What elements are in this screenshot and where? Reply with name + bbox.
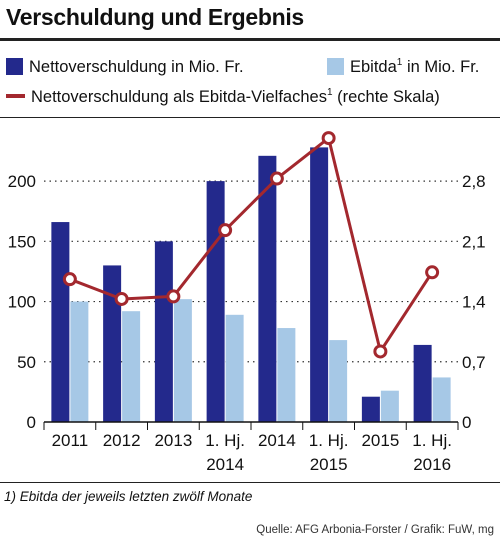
series-line-multiple (69, 136, 434, 353)
bar-ebitda (70, 301, 89, 422)
y-right-tick-label: 0 (462, 413, 471, 432)
bar-net-debt (310, 147, 329, 423)
chart-title: Verschuldung und Ergebnis (6, 4, 304, 30)
x-tick-label: 2016 (413, 455, 451, 474)
legend-multiple-footnote-mark: 1 (326, 87, 333, 98)
y-right-tick-label: 2,8 (462, 172, 486, 191)
bar-net-debt (361, 396, 380, 422)
bar-ebitda (380, 390, 399, 422)
legend-label-multiple: Nettoverschuldung als Ebitda-Vielfaches (31, 88, 327, 106)
legend-label-multiple-suffix: (rechte Skala) (332, 88, 440, 106)
source-credit: Quelle: AFG Arbonia-Forster / Grafik: Fu… (256, 524, 494, 536)
y-right-tick-label: 1,4 (462, 293, 486, 312)
bar-ebitda (225, 314, 244, 422)
legend-line-multiple (6, 94, 25, 98)
x-tick-label: 2014 (258, 431, 296, 450)
y-right-tick-label: 0,7 (462, 353, 486, 372)
legend-net-debt: Nettoverschuldung in Mio. Fr. (6, 58, 244, 77)
x-tick-label: 1. Hj. (309, 431, 349, 450)
y-left-tick-label: 100 (8, 293, 36, 312)
x-tick-label: 2012 (103, 431, 141, 450)
y-left-tick-label: 0 (27, 413, 36, 432)
point-multiple (269, 171, 284, 186)
point-multiple (425, 265, 440, 280)
bar-net-debt (413, 344, 432, 422)
footnote-rule (0, 482, 500, 483)
y-left-tick-label: 150 (8, 232, 36, 251)
bar-ebitda (173, 299, 192, 422)
x-tick-label: 2011 (52, 431, 89, 450)
point-multiple (166, 289, 181, 304)
point-multiple (321, 131, 336, 146)
y-left-tick-label: 50 (17, 353, 36, 372)
bar-net-debt (103, 265, 122, 422)
x-tick-label: 2013 (154, 431, 192, 450)
x-tick-label: 1. Hj. (412, 431, 452, 450)
point-multiple (373, 344, 388, 359)
x-tick-label: 2015 (361, 431, 399, 450)
bar-ebitda (329, 340, 348, 422)
legend-ebitda: Ebitda1 in Mio. Fr. (327, 58, 479, 77)
bar-ebitda (277, 328, 296, 422)
bar-net-debt (206, 181, 225, 422)
bar-ebitda (122, 311, 141, 422)
bar-net-debt (154, 241, 173, 422)
point-multiple (114, 291, 129, 306)
bar-net-debt (51, 222, 70, 422)
legend-rule (0, 117, 500, 118)
legend-label-net-debt: Nettoverschuldung in Mio. Fr. (29, 58, 244, 76)
legend-swatch-ebitda (327, 58, 344, 75)
x-tick-label: 2014 (206, 455, 244, 474)
point-multiple (218, 223, 233, 238)
chart-plot: 0 50 100 150 200 0 0,7 1,4 2,1 2,8 2011 2012 2013 1. … (8, 131, 486, 474)
legend-swatch-net-debt (6, 58, 23, 75)
point-multiple (62, 272, 77, 287)
bar-ebitda (432, 377, 451, 422)
legend-multiple: Nettoverschuldung als Ebitda-Vielfaches1… (6, 88, 440, 107)
x-tick-label: 2015 (310, 455, 348, 474)
footnote: 1) Ebitda der jeweils letzten zwölf Mona… (4, 489, 253, 504)
legend-label-ebitda: Ebitda (350, 58, 397, 76)
bar-net-debt (258, 155, 277, 422)
x-tick-label: 1. Hj. (205, 431, 245, 450)
y-right-tick-label: 2,1 (462, 232, 486, 251)
legend-label-ebitda-suffix: in Mio. Fr. (402, 58, 480, 76)
y-left-tick-label: 200 (8, 172, 36, 191)
legend-ebitda-footnote-mark: 1 (396, 57, 403, 68)
title-rule (0, 38, 500, 41)
